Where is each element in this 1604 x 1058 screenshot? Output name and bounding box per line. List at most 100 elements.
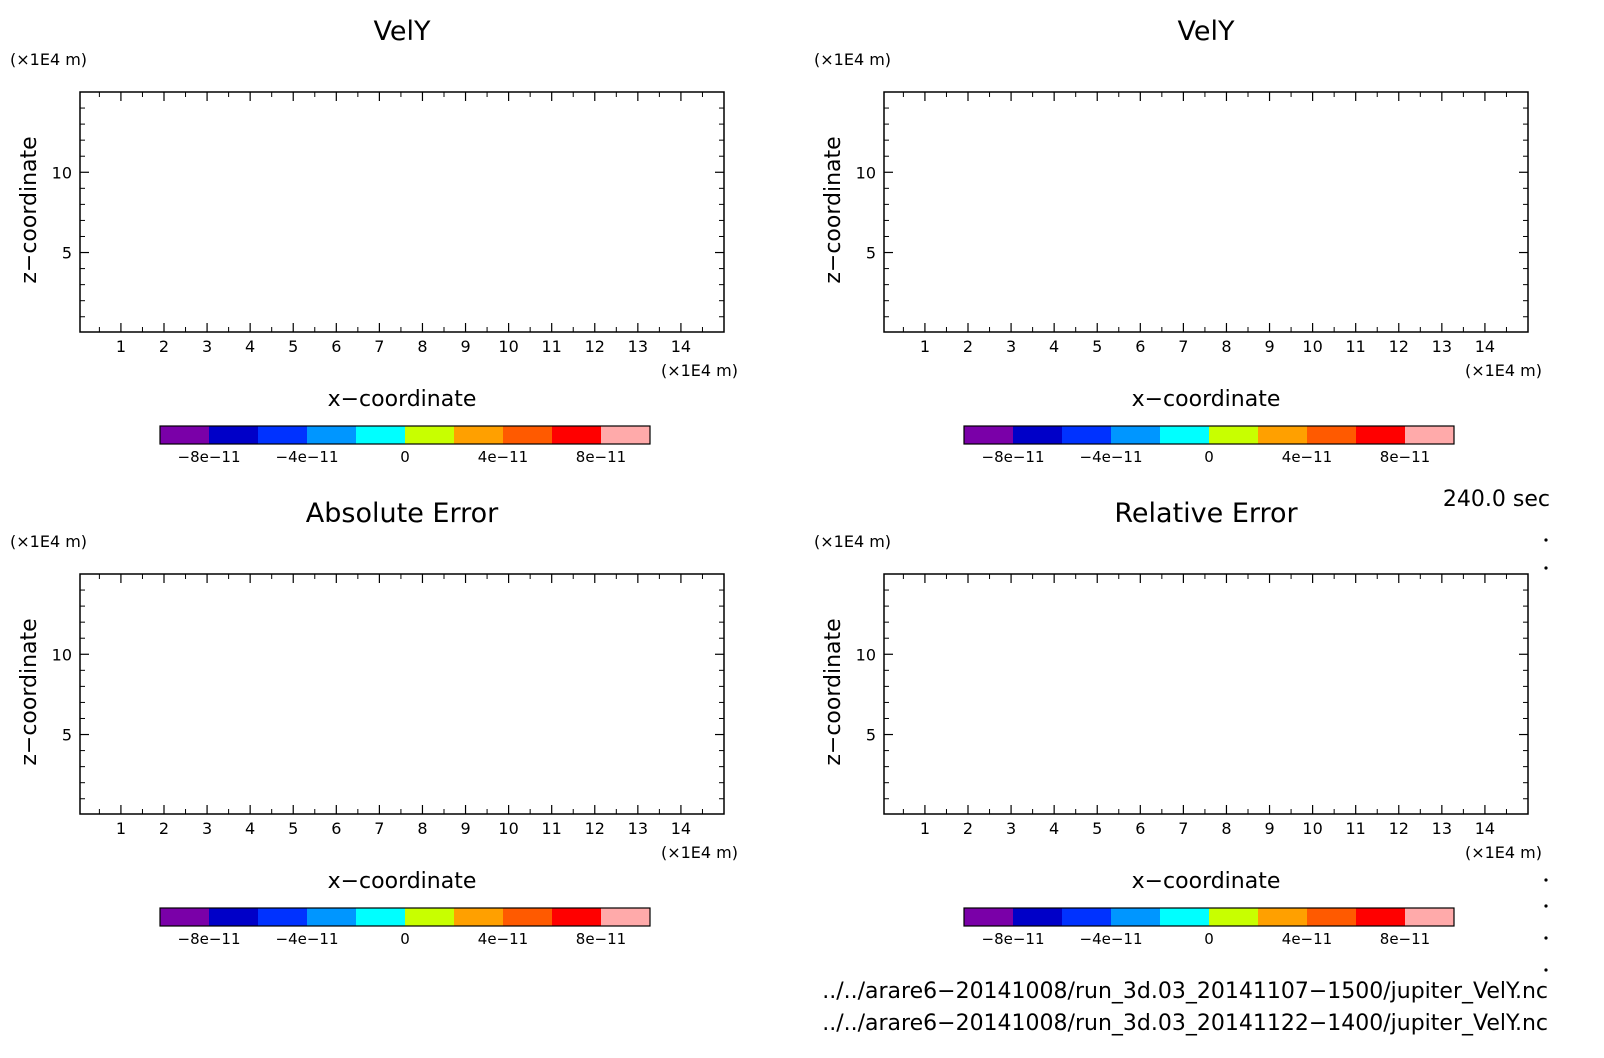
- x-tick-label: 6: [1135, 819, 1145, 838]
- colorbar-swatch: [1062, 426, 1112, 444]
- colorbar-tick-label: −8e−11: [982, 448, 1045, 466]
- x-tick-label: 6: [1135, 337, 1145, 356]
- colorbar-tick-label: −4e−11: [276, 930, 339, 948]
- colorbar-swatch: [307, 426, 357, 444]
- x-tick-label: 9: [1264, 819, 1274, 838]
- x-tick-label: 7: [1178, 337, 1188, 356]
- x-tick-label: 13: [628, 337, 648, 356]
- y-tick-label: 5: [866, 244, 876, 263]
- file-path: ../../arare6−20141008/run_3d.03_20141107…: [822, 979, 1548, 1004]
- x-tick-label: 4: [245, 337, 255, 356]
- colorbar-swatch: [1013, 908, 1063, 926]
- x-tick-label: 2: [159, 337, 169, 356]
- colorbar-swatch: [1209, 908, 1259, 926]
- x-tick-label: 1: [920, 337, 930, 356]
- x-tick-label: 9: [460, 337, 470, 356]
- colorbar-swatch: [503, 426, 553, 444]
- x-unit-label: (×1E4 m): [661, 361, 738, 380]
- x-tick-label: 14: [671, 819, 691, 838]
- x-tick-label: 10: [498, 819, 518, 838]
- x-unit-label: (×1E4 m): [1465, 843, 1542, 862]
- y-tick-label: 10: [52, 163, 72, 182]
- colorbar-swatch: [356, 426, 406, 444]
- x-tick-label: 11: [1346, 337, 1366, 356]
- colorbar-swatch: [1160, 426, 1210, 444]
- colorbar-swatch: [1356, 908, 1406, 926]
- y-unit-label: (×1E4 m): [814, 50, 891, 69]
- x-axis-label: x−coordinate: [1132, 387, 1281, 412]
- y-unit-label: (×1E4 m): [10, 50, 87, 69]
- colorbar-swatch: [160, 426, 210, 444]
- x-tick-label: 7: [1178, 819, 1188, 838]
- x-tick-label: 3: [202, 819, 212, 838]
- x-tick-label: 3: [1006, 337, 1016, 356]
- colorbar-tick-label: 4e−11: [1282, 448, 1332, 466]
- dot-marker: [1544, 538, 1548, 542]
- x-unit-label: (×1E4 m): [1465, 361, 1542, 380]
- panel-title: Relative Error: [1114, 498, 1298, 529]
- colorbar-swatch: [601, 908, 651, 926]
- colorbar-tick-label: 8e−11: [1380, 930, 1430, 948]
- colorbar-swatch: [405, 426, 455, 444]
- panel-title: VelY: [1178, 16, 1235, 47]
- colorbar-swatch: [307, 908, 357, 926]
- x-tick-label: 3: [202, 337, 212, 356]
- plot-frame: [79, 573, 725, 815]
- colorbar-swatch: [258, 908, 308, 926]
- colorbar-swatch: [1209, 426, 1259, 444]
- x-tick-label: 8: [1221, 819, 1231, 838]
- y-axis-label: z−coordinate: [821, 136, 846, 283]
- x-tick-label: 5: [1092, 337, 1102, 356]
- y-tick-label: 10: [856, 163, 876, 182]
- x-axis-label: x−coordinate: [1132, 869, 1281, 894]
- colorbar-tick-label: 0: [400, 448, 410, 466]
- y-tick-label: 5: [62, 244, 72, 263]
- y-tick-label: 10: [856, 645, 876, 664]
- x-tick-label: 1: [116, 337, 126, 356]
- x-axis-label: x−coordinate: [328, 869, 477, 894]
- plot-frame: [79, 91, 725, 333]
- colorbar-swatch: [405, 908, 455, 926]
- panel-title: VelY: [374, 16, 431, 47]
- colorbar-swatch: [1258, 426, 1308, 444]
- x-tick-label: 10: [498, 337, 518, 356]
- dot-marker: [1544, 968, 1548, 972]
- x-tick-label: 12: [585, 819, 605, 838]
- x-tick-label: 1: [116, 819, 126, 838]
- x-tick-label: 9: [460, 819, 470, 838]
- x-tick-label: 11: [542, 337, 562, 356]
- x-tick-label: 5: [288, 819, 298, 838]
- x-tick-label: 8: [1221, 337, 1231, 356]
- colorbar-swatch: [964, 908, 1014, 926]
- x-tick-label: 2: [963, 337, 973, 356]
- y-unit-label: (×1E4 m): [10, 532, 87, 551]
- x-tick-label: 14: [671, 337, 691, 356]
- colorbar-frame: [159, 907, 651, 927]
- x-tick-label: 8: [417, 819, 427, 838]
- colorbar-swatch: [601, 426, 651, 444]
- x-tick-label: 14: [1475, 819, 1495, 838]
- colorbar-swatch: [356, 908, 406, 926]
- dot-marker: [1544, 904, 1548, 908]
- y-tick-label: 5: [62, 726, 72, 745]
- dot-marker: [1544, 566, 1548, 570]
- colorbar-swatch: [1307, 908, 1357, 926]
- colorbar-tick-label: −8e−11: [982, 930, 1045, 948]
- x-tick-label: 10: [1302, 337, 1322, 356]
- y-axis-label: z−coordinate: [17, 618, 42, 765]
- x-tick-label: 8: [417, 337, 427, 356]
- colorbar-swatch: [1356, 426, 1406, 444]
- x-tick-label: 13: [1432, 819, 1452, 838]
- x-tick-label: 11: [542, 819, 562, 838]
- colorbar-swatch: [454, 426, 504, 444]
- x-tick-label: 1: [920, 819, 930, 838]
- x-tick-label: 14: [1475, 337, 1495, 356]
- x-tick-label: 7: [374, 337, 384, 356]
- x-tick-label: 6: [331, 819, 341, 838]
- colorbar-tick-label: 4e−11: [478, 930, 528, 948]
- x-axis-label: x−coordinate: [328, 387, 477, 412]
- plot-frame: [883, 91, 1529, 333]
- colorbar-tick-label: 8e−11: [576, 930, 626, 948]
- dot-marker: [1544, 936, 1548, 940]
